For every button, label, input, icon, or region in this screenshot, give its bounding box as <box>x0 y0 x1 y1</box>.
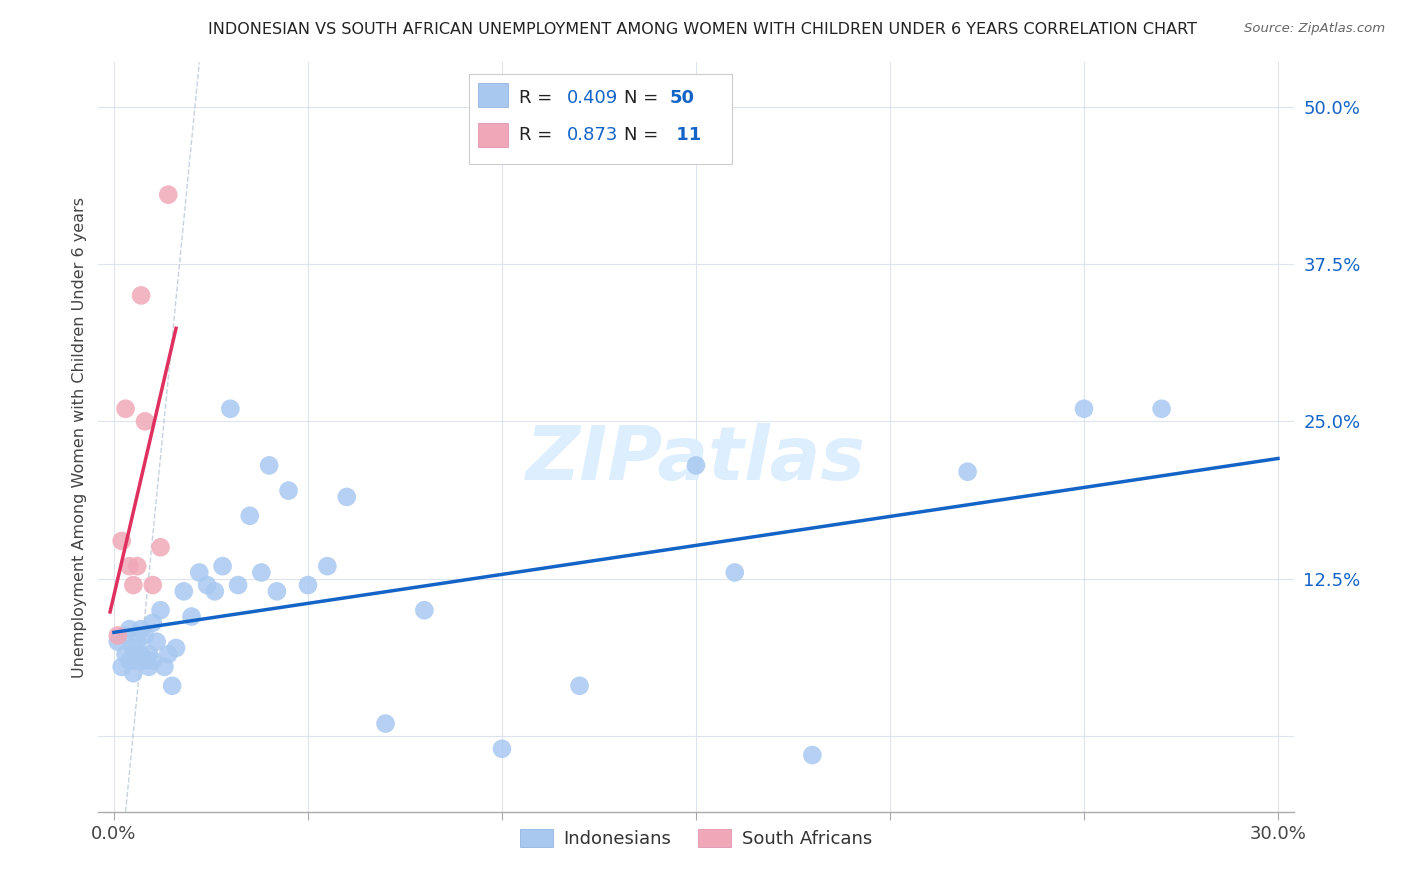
Point <box>316 559 339 574</box>
Point <box>801 747 824 762</box>
Point <box>336 490 359 504</box>
FancyBboxPatch shape <box>478 84 509 107</box>
Point <box>277 483 299 498</box>
Point <box>724 566 747 580</box>
Point <box>127 634 149 648</box>
Point <box>219 401 242 416</box>
Point <box>127 654 149 668</box>
Point <box>149 603 172 617</box>
Point <box>250 566 273 580</box>
Point <box>491 741 513 756</box>
Y-axis label: Unemployment Among Women with Children Under 6 years: Unemployment Among Women with Children U… <box>72 196 87 678</box>
Point <box>149 541 172 555</box>
Point <box>568 679 591 693</box>
Point <box>118 654 141 668</box>
Point <box>129 648 152 662</box>
Point <box>134 654 156 668</box>
Point <box>138 648 160 662</box>
Text: N =: N = <box>624 88 664 107</box>
Point <box>118 622 141 636</box>
Point <box>204 584 226 599</box>
Point <box>211 559 233 574</box>
Point <box>374 716 396 731</box>
Text: Source: ZipAtlas.com: Source: ZipAtlas.com <box>1244 22 1385 36</box>
Point <box>173 584 195 599</box>
Point <box>685 458 707 473</box>
Text: ZIPatlas: ZIPatlas <box>526 423 866 496</box>
Point <box>111 660 134 674</box>
Point <box>129 288 152 302</box>
Text: INDONESIAN VS SOUTH AFRICAN UNEMPLOYMENT AMONG WOMEN WITH CHILDREN UNDER 6 YEARS: INDONESIAN VS SOUTH AFRICAN UNEMPLOYMENT… <box>208 22 1198 37</box>
Point <box>160 679 183 693</box>
Point <box>134 628 156 642</box>
Point <box>956 465 979 479</box>
Point <box>145 634 167 648</box>
Point <box>114 628 136 642</box>
Point <box>129 622 152 636</box>
Point <box>134 414 156 428</box>
Point <box>138 660 160 674</box>
Point <box>266 584 288 599</box>
Point <box>157 648 180 662</box>
Point <box>180 609 202 624</box>
Text: N =: N = <box>624 126 664 145</box>
Text: R =: R = <box>519 88 558 107</box>
FancyBboxPatch shape <box>470 74 733 163</box>
Point <box>153 660 176 674</box>
Point <box>1073 401 1095 416</box>
Text: R =: R = <box>519 126 558 145</box>
Legend: Indonesians, South Africans: Indonesians, South Africans <box>513 822 879 855</box>
Point <box>257 458 280 473</box>
Point <box>297 578 319 592</box>
Point <box>107 634 129 648</box>
Text: 11: 11 <box>669 126 702 145</box>
Point <box>114 648 136 662</box>
FancyBboxPatch shape <box>478 123 509 147</box>
Point <box>142 578 165 592</box>
Point <box>127 559 149 574</box>
Point <box>413 603 436 617</box>
Point <box>114 401 136 416</box>
Point <box>195 578 218 592</box>
Point <box>142 654 165 668</box>
Text: 0.873: 0.873 <box>567 126 619 145</box>
Point <box>157 187 180 202</box>
Point <box>188 566 211 580</box>
Point <box>111 533 134 548</box>
Point <box>122 578 145 592</box>
Point <box>107 628 129 642</box>
Point <box>122 640 145 655</box>
Point <box>1150 401 1173 416</box>
Text: 50: 50 <box>669 88 695 107</box>
Text: 0.409: 0.409 <box>567 88 619 107</box>
Point <box>239 508 262 523</box>
Point <box>122 666 145 681</box>
Point <box>142 615 165 630</box>
Point <box>165 640 187 655</box>
Point <box>226 578 249 592</box>
Point <box>118 559 141 574</box>
